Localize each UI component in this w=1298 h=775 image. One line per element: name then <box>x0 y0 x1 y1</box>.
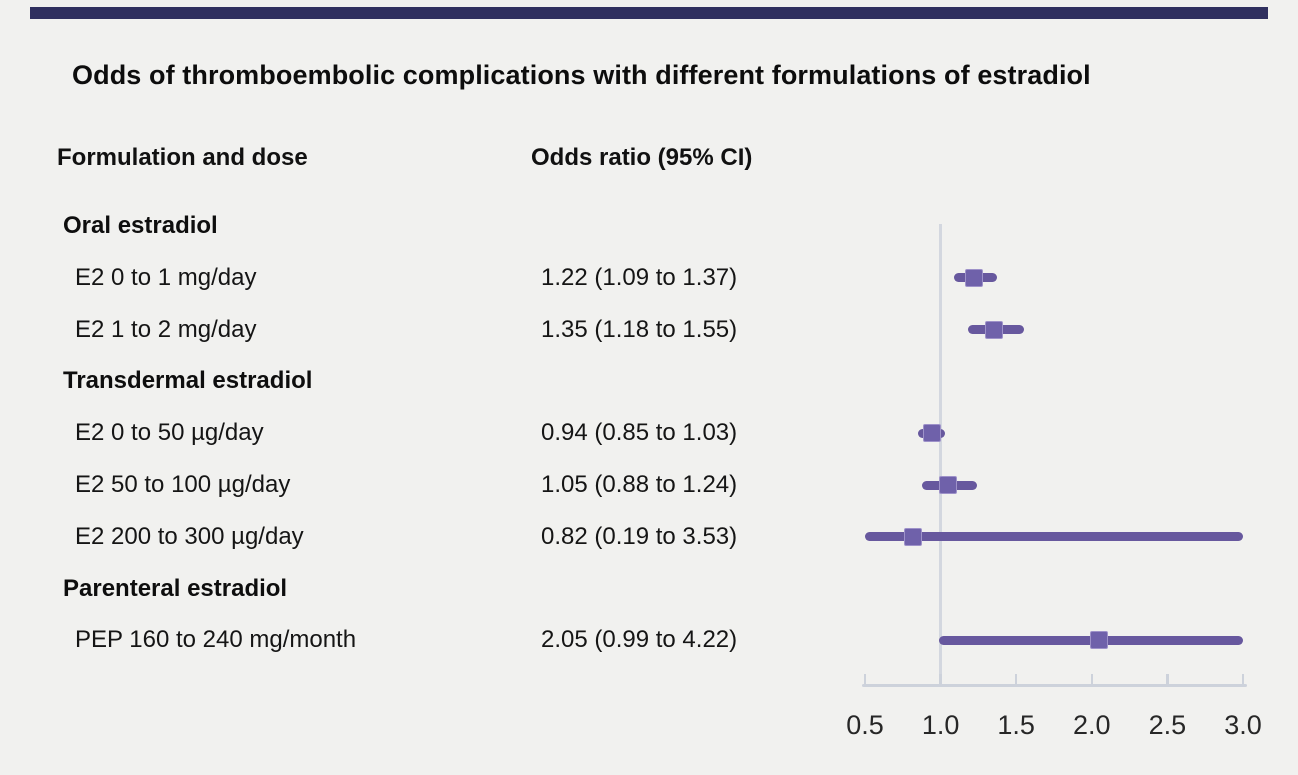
row-label: E2 0 to 50 µg/day <box>75 419 264 447</box>
x-axis-tick <box>939 674 942 684</box>
row-odds-ratio-value: 1.22 (1.09 to 1.37) <box>541 263 738 291</box>
row-odds-ratio-value: 2.05 (0.99 to 4.22) <box>541 626 738 654</box>
x-axis-tick-label: 2.5 <box>1148 710 1187 740</box>
row-odds-ratio-value: 0.94 (0.85 to 1.03) <box>541 419 738 447</box>
point-estimate-marker <box>922 424 941 443</box>
column-header-odds-ratio: Odds ratio (95% CI) <box>531 144 753 171</box>
x-axis-tick-label: 3.0 <box>1224 710 1262 740</box>
figure-top-accent-bar <box>30 7 1268 19</box>
x-axis-line <box>862 684 1247 687</box>
point-estimate-marker <box>1090 631 1109 650</box>
x-axis-tick-label: 1.0 <box>921 710 960 740</box>
chart-title: Odds of thromboembolic complications wit… <box>72 60 1091 90</box>
x-axis-tick-label: 1.5 <box>997 710 1035 740</box>
row-label: E2 200 to 300 µg/day <box>75 522 304 550</box>
x-axis-tick <box>1014 674 1018 684</box>
confidence-interval-line <box>865 532 1243 542</box>
x-axis-tick <box>863 674 867 684</box>
group-label: Parenteral estradiol <box>63 574 288 602</box>
point-estimate-marker <box>964 268 983 287</box>
x-axis-tick-label: 2.0 <box>1073 710 1111 740</box>
row-odds-ratio-value: 1.05 (0.88 to 1.24) <box>541 471 738 498</box>
row-label: PEP 160 to 240 mg/month <box>75 626 357 654</box>
x-axis-tick <box>1166 674 1169 684</box>
point-estimate-marker <box>904 527 923 546</box>
row-label: E2 0 to 1 mg/day <box>75 263 257 291</box>
row-label: E2 1 to 2 mg/day <box>75 315 257 343</box>
row-odds-ratio-value: 1.35 (1.18 to 1.55) <box>541 315 738 343</box>
point-estimate-marker <box>939 476 958 494</box>
x-axis-tick-label: 0.5 <box>846 710 884 740</box>
reference-line <box>939 224 942 684</box>
row-odds-ratio-value: 0.82 (0.19 to 3.53) <box>541 522 738 550</box>
x-axis-tick <box>1090 674 1094 684</box>
group-label: Transdermal estradiol <box>63 367 313 395</box>
column-header-formulation-and-dose: Formulation and dose <box>57 144 308 171</box>
row-label: E2 50 to 100 µg/day <box>75 471 291 498</box>
group-label: Oral estradiol <box>63 212 218 239</box>
point-estimate-marker <box>984 320 1003 339</box>
x-axis-tick <box>1241 674 1245 684</box>
